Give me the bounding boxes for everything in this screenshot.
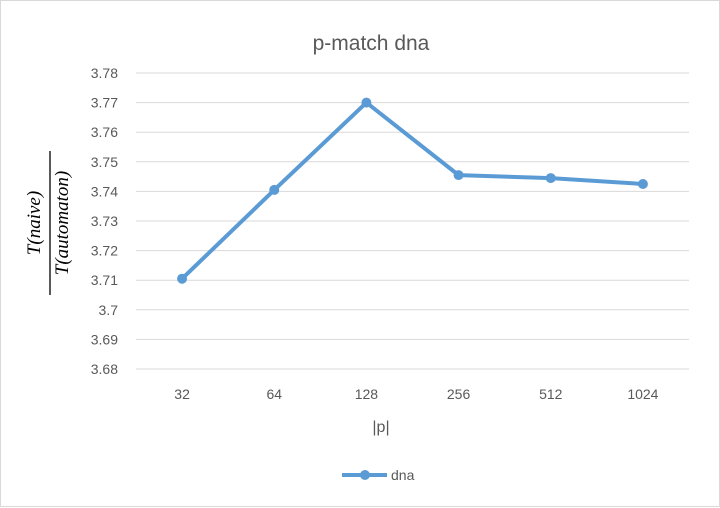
data-point <box>177 273 188 284</box>
gridlines <box>136 72 689 370</box>
y-axis-ticks: 3.68 3.69 3.7 3.71 3.72 3.73 3.74 3.75 3.76 3.77 3… <box>91 65 118 377</box>
legend: dna <box>342 467 415 483</box>
legend-label-dna: dna <box>391 467 415 483</box>
data-point <box>453 170 464 181</box>
legend-marker-dna <box>360 470 370 480</box>
x-tick-label: 64 <box>266 386 282 402</box>
x-tick-label: 32 <box>174 386 190 402</box>
x-tick-label: 256 <box>447 386 471 402</box>
y-tick-label: 3.74 <box>91 183 118 199</box>
y-tick-label: 3.76 <box>91 124 118 140</box>
chart-title: p-match dna <box>313 32 430 55</box>
x-tick-label: 128 <box>355 386 379 402</box>
y-axis-title-denominator: T(automaton) <box>52 171 73 276</box>
y-tick-label: 3.69 <box>91 331 118 347</box>
y-tick-label: 3.71 <box>91 272 118 288</box>
series-line-dna <box>180 100 645 281</box>
data-point <box>269 184 280 195</box>
data-point <box>637 179 648 189</box>
y-axis-title-numerator: T(naive) <box>24 191 45 255</box>
y-tick-label: 3.72 <box>91 243 118 259</box>
y-tick-label: 3.77 <box>91 95 118 111</box>
x-axis-title: |p| <box>372 419 389 436</box>
x-axis-ticks: 32 64 128 256 512 1024 <box>174 386 658 402</box>
data-point <box>361 97 372 108</box>
y-tick-label: 3.78 <box>91 65 118 81</box>
y-tick-label: 3.68 <box>91 361 118 377</box>
y-axis-title: T(naive) T(automaton) <box>24 151 73 295</box>
data-point <box>545 173 556 184</box>
series-dna <box>177 97 648 284</box>
x-tick-label: 1024 <box>627 386 658 402</box>
x-tick-label: 512 <box>539 386 563 402</box>
y-tick-label: 3.7 <box>99 302 119 318</box>
y-tick-label: 3.75 <box>91 154 118 170</box>
y-tick-label: 3.73 <box>91 213 118 229</box>
